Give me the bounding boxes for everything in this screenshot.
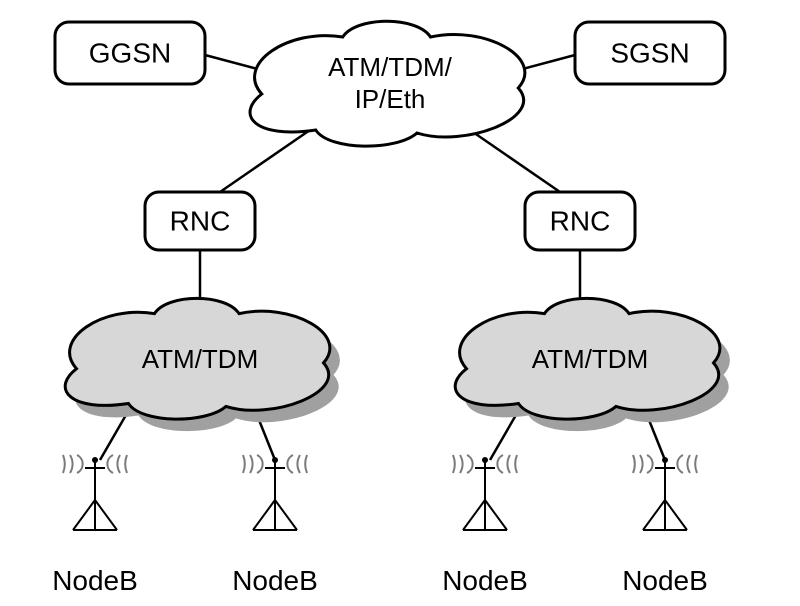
network-diagram: ATM/TDM/IP/Eth ATM/TDM ATM/TDM GGSN SGSN… <box>0 0 800 606</box>
cloud-label: ATM/TDM <box>532 344 649 374</box>
box-label: RNC <box>170 205 231 236</box>
nodeb-label: NodeB <box>442 565 528 596</box>
ggsn-box: GGSN <box>55 22 205 84</box>
rnc-left-box: RNC <box>145 192 255 250</box>
box-label: GGSN <box>89 37 171 68</box>
nodeb-label: NodeB <box>52 565 138 596</box>
core-network-cloud: ATM/TDM/IP/Eth <box>250 21 525 146</box>
rnc-right-box: RNC <box>525 192 635 250</box>
sgsn-box: SGSN <box>575 22 725 84</box>
nodeb-1: NodeB <box>52 455 138 596</box>
access-cloud-right: ATM/TDM <box>455 298 730 431</box>
nodeb-3: NodeB <box>442 455 528 596</box>
box-label: RNC <box>550 205 611 236</box>
nodeb-2: NodeB <box>232 455 318 596</box>
cloud-label: ATM/TDM <box>142 344 259 374</box>
access-cloud-left: ATM/TDM <box>65 298 340 431</box>
nodeb-label: NodeB <box>622 565 708 596</box>
box-label: SGSN <box>610 37 689 68</box>
cloud-label: ATM/TDM/ <box>328 52 452 82</box>
cloud-label: IP/Eth <box>355 84 426 114</box>
nodeb-4: NodeB <box>622 455 708 596</box>
nodeb-label: NodeB <box>232 565 318 596</box>
